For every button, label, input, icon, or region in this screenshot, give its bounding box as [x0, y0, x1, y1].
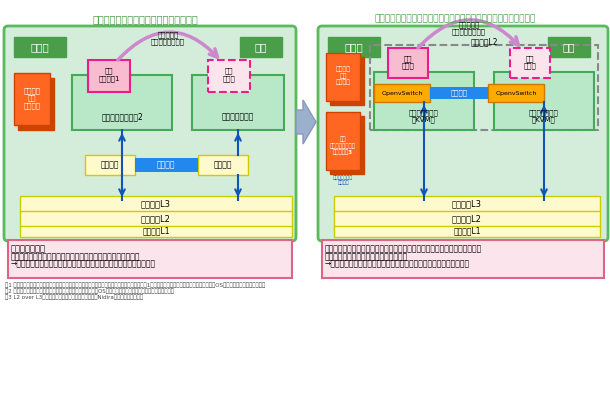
Bar	[88, 60, 130, 92]
Text: 武蔵野: 武蔵野	[345, 42, 364, 52]
Text: ＊3 L2 over L3により論理ネットワークを構築できるNidira社のソフトウェア。: ＊3 L2 over L3により論理ネットワークを構築できるNidira社のソフ…	[5, 294, 143, 300]
FancyArrowPatch shape	[118, 32, 217, 60]
Text: （物理）L3: （物理）L3	[141, 200, 171, 208]
Text: クラウド
管理
システム: クラウド 管理 システム	[24, 87, 40, 109]
Text: 遠隔ライブ
マイグレーション: 遠隔ライブ マイグレーション	[151, 31, 185, 45]
Text: 【従来の遠隔ライブマイグレーション】: 【従来の遠隔ライブマイグレーション】	[92, 14, 198, 24]
Polygon shape	[296, 100, 316, 144]
Text: ハイパーバイザ＊2: ハイパーバイザ＊2	[101, 112, 143, 122]
Text: トンネル: トンネル	[157, 160, 175, 170]
Text: （物理）L2: （物理）L2	[452, 214, 482, 224]
Bar	[370, 45, 598, 130]
Bar	[334, 196, 600, 212]
Bar	[20, 196, 292, 212]
Bar	[14, 73, 50, 125]
Text: 厚木: 厚木	[563, 42, 575, 52]
Bar	[374, 72, 474, 130]
Bar	[208, 60, 250, 92]
Text: OpenvSwitch: OpenvSwitch	[495, 90, 537, 96]
Text: ハイパーバイザ
（KVM）: ハイパーバイザ （KVM）	[409, 109, 439, 123]
Bar	[494, 72, 594, 130]
Text: ＊1 仮想マシン：コンピュータの動作をエミュレートするソフトウェア。仮想マシンによって、1つのコンピュータ上で複数のコンピュータやOSを動作させることができる。: ＊1 仮想マシン：コンピュータの動作をエミュレートするソフトウェア。仮想マシンに…	[5, 282, 265, 288]
Text: （物理）L2: （物理）L2	[141, 214, 171, 224]
Bar	[192, 75, 284, 130]
Text: トンネル: トンネル	[451, 90, 467, 96]
Text: 専用機器: 専用機器	[101, 160, 119, 170]
Bar	[334, 211, 600, 227]
Text: ＊2 ハイパーバイザ：コンピュータを仮想化し、複数の異なるOSを並列に実行できるようにするソフトウェア。: ＊2 ハイパーバイザ：コンピュータを仮想化し、複数の異なるOSを並列に実行できる…	[5, 288, 174, 294]
Bar	[326, 112, 360, 170]
Text: 専用機器が不要（あらかじめソフトウェアをインストールするだけでよい）: 専用機器が不要（あらかじめソフトウェアをインストールするだけでよい）	[325, 244, 483, 253]
Text: ハイパーバイザ
（KVM）: ハイパーバイザ （KVM）	[529, 109, 559, 123]
Bar	[72, 75, 172, 130]
Bar	[240, 37, 282, 57]
Text: →あらかじめ決められた拠点間で計画的に実施することしかできない: →あらかじめ決められた拠点間で計画的に実施することしかできない	[11, 259, 156, 268]
Text: ハイパーバイザ: ハイパーバイザ	[222, 112, 254, 122]
Text: OpenvSwitch: OpenvSwitch	[381, 90, 423, 96]
Text: 保守者が拠点内ネットワーク設定を事前に実施する必要がある: 保守者が拠点内ネットワーク設定を事前に実施する必要がある	[11, 252, 140, 261]
Text: 厚木: 厚木	[255, 42, 267, 52]
Bar	[14, 37, 66, 57]
Text: 仮想
マシン＊1: 仮想 マシン＊1	[98, 68, 120, 82]
Bar	[374, 84, 430, 102]
Bar	[330, 116, 364, 174]
Bar	[510, 48, 550, 78]
Bar	[8, 240, 292, 278]
FancyArrowPatch shape	[418, 20, 518, 48]
Bar	[548, 37, 590, 57]
Bar	[322, 240, 604, 278]
Text: 拠点内ネットワーク設定を自動的に実施: 拠点内ネットワーク設定を自動的に実施	[325, 252, 408, 261]
Text: 専用機器が必要: 専用機器が必要	[11, 244, 46, 253]
Text: （物理）L1: （物理）L1	[453, 226, 481, 236]
Bar	[135, 158, 198, 172]
Bar	[85, 155, 135, 175]
Bar	[488, 84, 544, 102]
Text: 武蔵野: 武蔵野	[30, 42, 49, 52]
Text: （論理）L2: （論理）L2	[470, 38, 498, 46]
Text: 仮想
マシン: 仮想 マシン	[523, 55, 536, 69]
Text: （物理）L1: （物理）L1	[142, 226, 170, 236]
Bar	[388, 48, 428, 78]
Bar	[334, 226, 600, 237]
Text: 仮想
マシン: 仮想 マシン	[223, 68, 235, 82]
Text: 仮想
マシン: 仮想 マシン	[401, 55, 414, 69]
FancyBboxPatch shape	[318, 26, 608, 241]
Bar	[20, 211, 292, 227]
Bar	[18, 78, 54, 130]
Bar	[328, 37, 380, 57]
Text: オーバーレイ等
自動設定: オーバーレイ等 自動設定	[333, 174, 353, 186]
FancyBboxPatch shape	[4, 26, 296, 241]
Bar	[20, 226, 292, 237]
Bar	[326, 53, 360, 101]
Bar	[198, 155, 248, 175]
Text: 遠隔ライブ
マイグレーション: 遠隔ライブ マイグレーション	[452, 21, 486, 35]
Bar	[330, 57, 364, 105]
Text: クラウド
管理
システム: クラウド 管理 システム	[336, 67, 351, 85]
Text: →必要なときに任意の拠点間でライブマイグレーションを実施できる: →必要なときに任意の拠点間でライブマイグレーションを実施できる	[325, 259, 470, 268]
Text: （物理）L3: （物理）L3	[452, 200, 482, 208]
Bar	[430, 87, 488, 99]
Text: 【仮想ネットワーク制御技術による遠隔ライブマイグレーション】: 【仮想ネットワーク制御技術による遠隔ライブマイグレーション】	[375, 14, 536, 24]
Text: 仮想
ネットワーク制御
システム＊3: 仮想 ネットワーク制御 システム＊3	[330, 137, 356, 155]
Text: 専用機器: 専用機器	[214, 160, 232, 170]
